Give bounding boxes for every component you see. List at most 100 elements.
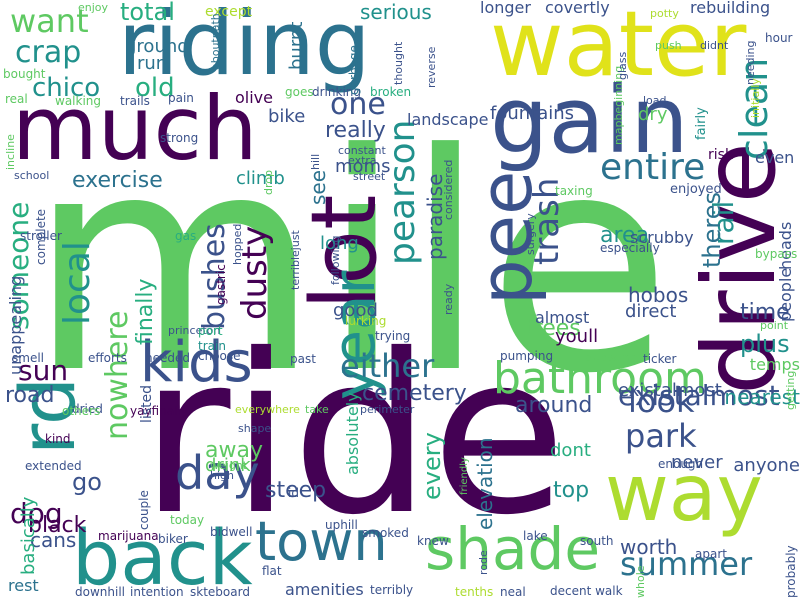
word-strong: strong — [160, 131, 199, 145]
word-town: town — [255, 510, 388, 573]
word-constant: constant — [338, 144, 386, 157]
word-listed: listed — [139, 384, 155, 423]
word-pearson: pearson — [382, 119, 423, 265]
word-getting: getting — [784, 370, 797, 410]
word-amenities: amenities — [285, 580, 364, 599]
word-fairly: fairly — [694, 107, 709, 140]
word-marijuana: marijuana — [98, 529, 159, 543]
word-drinking: drinking — [312, 85, 361, 99]
word-nowhere: nowhere — [100, 310, 135, 440]
word-initially: initially — [749, 78, 762, 118]
word-people: people — [776, 267, 795, 322]
word-really: really — [325, 118, 386, 143]
word-kids: kids — [140, 330, 253, 395]
word-dog: dog — [10, 497, 63, 530]
word-thought: thought — [392, 41, 405, 85]
word-rode: rode — [477, 550, 490, 575]
word-aboutpath: aboutpath — [209, 13, 222, 70]
word-trails: trails — [120, 94, 150, 108]
word-exercise: exercise — [72, 168, 163, 193]
word-pumping: pumping — [500, 349, 554, 363]
word-look: look — [628, 382, 695, 420]
word-every: every — [418, 432, 446, 500]
word-especially: especially — [600, 241, 660, 255]
word-way: way — [605, 449, 763, 539]
word-hopped: hopped — [231, 223, 244, 265]
word-glass: glass — [616, 51, 629, 80]
word-rebuilding: rebuilding — [690, 0, 771, 17]
word-trees: trees — [525, 316, 581, 341]
word-ride: ride — [140, 307, 567, 563]
word-back: back — [72, 513, 253, 600]
word-surgery: surgery — [524, 213, 537, 255]
word-push: push — [655, 39, 682, 52]
word-area: area — [600, 223, 650, 248]
word-direct: direct — [625, 301, 677, 322]
word-climb: climb — [236, 168, 285, 189]
word-hobos: hobos — [628, 283, 689, 307]
word-friendly: friendly — [459, 457, 470, 495]
word-lurking: lurking — [345, 314, 387, 328]
word-bathroom: bathroom — [493, 353, 707, 404]
word-south: south — [580, 534, 614, 548]
word-absolutely: absolutely — [343, 392, 362, 475]
word-chico: chico — [32, 73, 101, 103]
word-shade: shade — [425, 515, 601, 583]
word-day: day — [175, 446, 260, 500]
word-shape: shape — [238, 422, 272, 435]
word-covertly: covertly — [545, 0, 610, 17]
word-awesome: awesome — [585, 351, 638, 364]
word-hill: hill — [309, 153, 322, 170]
word-moms: moms — [335, 156, 391, 177]
word-downhill: downhill — [75, 585, 125, 599]
word-away: away — [205, 438, 263, 463]
word-basically: basically — [18, 496, 39, 575]
word-bike: bike — [268, 106, 306, 127]
word-fountains: fountains — [490, 103, 575, 124]
word-sun: sun — [18, 354, 69, 387]
word-time: time — [740, 300, 790, 325]
word-gastric: gastric — [214, 264, 228, 305]
word-crap: crap — [15, 35, 82, 70]
word-landscape: landscape — [407, 110, 489, 129]
word-run: run — [137, 53, 168, 74]
word-lake: lake — [523, 529, 548, 543]
word-flat: flat — [262, 564, 282, 578]
word-serious: serious — [360, 0, 432, 24]
word-risk: risk — [708, 147, 734, 163]
word-taxing: taxing — [555, 184, 593, 198]
word-ready: ready — [442, 283, 455, 315]
word-enjoy: enjoy — [78, 1, 109, 14]
word-decent-walk: decent walk — [550, 584, 623, 598]
word-worth: worth — [620, 535, 678, 559]
word-neal: neal — [500, 585, 526, 599]
word-old: old — [135, 73, 175, 103]
word-kind: kind — [45, 432, 71, 446]
word-potty: potty — [650, 7, 679, 20]
word-mile: mile — [28, 90, 672, 439]
word-biker: biker — [158, 532, 188, 546]
word-much: much — [12, 77, 258, 180]
word-weight: weight — [210, 459, 248, 472]
word-existalmost: existalmost — [618, 380, 722, 401]
word-bypass: bypass — [755, 247, 798, 261]
word-around: around — [515, 393, 593, 418]
word-drink: drink — [205, 455, 251, 476]
word-top: top — [553, 478, 590, 503]
word-tenths: tenths — [455, 585, 494, 599]
word-enough: enough — [658, 457, 704, 471]
word-temps: temps — [749, 355, 800, 374]
word-steep: steep — [265, 478, 327, 503]
word-gain: gain — [490, 67, 689, 174]
word-garbage: garbage — [347, 45, 361, 95]
word-school: school — [14, 169, 50, 182]
word-see: see — [306, 169, 330, 205]
word-summer: summer — [620, 545, 753, 583]
word-cans: cans — [30, 528, 77, 552]
word-ticker: ticker — [643, 352, 677, 366]
word-complete: complete — [34, 208, 48, 265]
word-want: want — [10, 2, 89, 40]
word-elevation: elevation — [473, 437, 497, 530]
word-either: either — [340, 347, 435, 385]
word-extended: extended — [25, 459, 82, 473]
